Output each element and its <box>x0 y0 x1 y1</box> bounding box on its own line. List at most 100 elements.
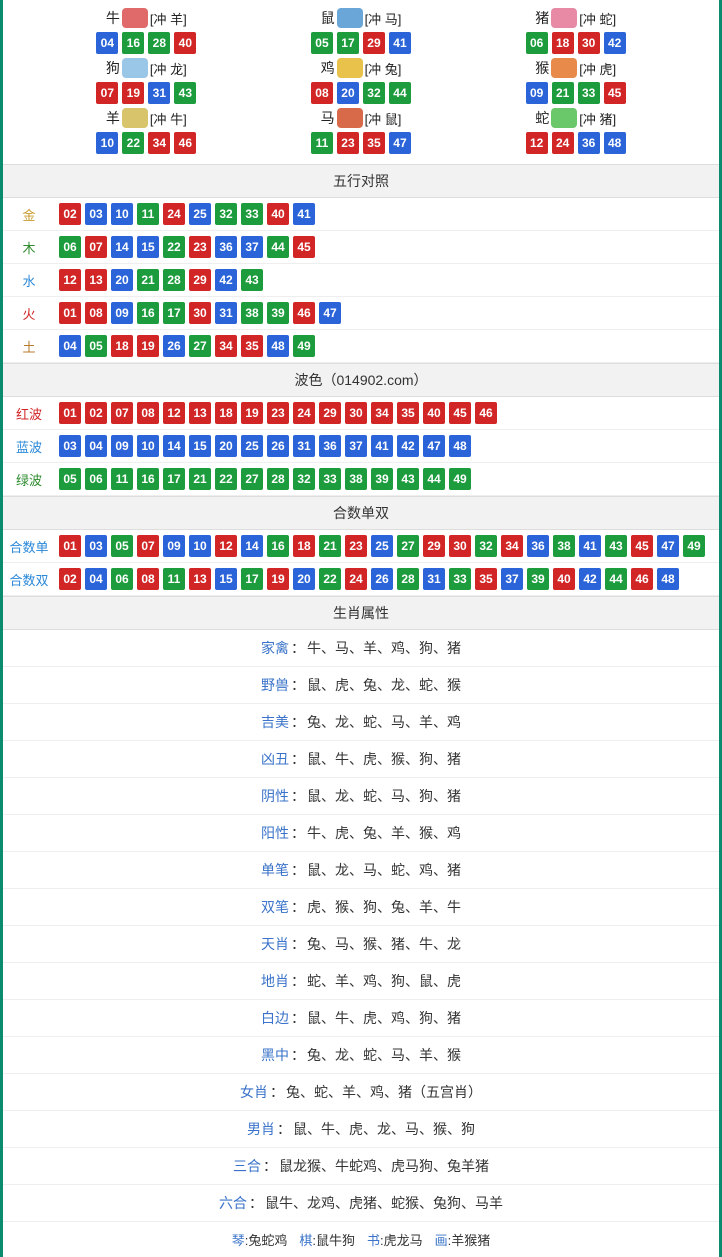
number-ball: 10 <box>189 535 211 557</box>
number-ball: 12 <box>163 402 185 424</box>
number-ball: 16 <box>122 32 144 54</box>
attr-row: 三合：鼠龙猴、牛蛇鸡、虎马狗、兔羊猪 <box>3 1148 719 1185</box>
number-ball: 44 <box>423 468 445 490</box>
number-ball: 47 <box>319 302 341 324</box>
number-ball: 41 <box>293 203 315 225</box>
number-ball: 21 <box>319 535 341 557</box>
number-ball: 37 <box>241 236 263 258</box>
number-ball: 33 <box>241 203 263 225</box>
number-ball: 37 <box>501 568 523 590</box>
number-ball: 44 <box>267 236 289 258</box>
zodiac-cell: 牛[冲 羊]04162840 <box>43 8 250 54</box>
number-ball: 29 <box>319 402 341 424</box>
number-ball: 35 <box>363 132 385 154</box>
number-ball: 01 <box>59 402 81 424</box>
zodiac-cell: 狗[冲 龙]07193143 <box>43 58 250 104</box>
number-ball: 18 <box>293 535 315 557</box>
attr-key: 凶丑 <box>261 751 289 767</box>
number-ball: 22 <box>163 236 185 258</box>
attr-val: 鼠龙猴、牛蛇鸡、虎马狗、兔羊猪 <box>279 1158 489 1174</box>
zodiac-chong: [冲 蛇] <box>579 9 616 28</box>
bottom-row: 琴:兔蛇鸡棋:鼠牛狗书:虎龙马画:羊猴猪 <box>3 1222 719 1257</box>
row-label: 木 <box>3 238 55 257</box>
number-ball: 28 <box>267 468 289 490</box>
zodiac-cell: 鸡[冲 兔]08203244 <box>258 58 465 104</box>
number-ball: 24 <box>345 568 367 590</box>
data-row: 水1213202128294243 <box>3 264 719 297</box>
number-ball: 34 <box>215 335 237 357</box>
zodiac-chong: [冲 牛] <box>150 109 187 128</box>
zodiac-chong: [冲 鼠] <box>365 109 402 128</box>
row-balls: 03040910141520252631363741424748 <box>55 435 471 457</box>
number-ball: 49 <box>683 535 705 557</box>
bottom-item: 画:羊猴猪 <box>435 1233 491 1248</box>
number-ball: 11 <box>137 203 159 225</box>
zodiac-cell: 蛇[冲 猪]12243648 <box>472 108 679 154</box>
number-ball: 48 <box>449 435 471 457</box>
zodiac-name: 鼠 <box>321 8 335 28</box>
attr-val: 兔、马、猴、猪、牛、龙 <box>307 936 461 952</box>
bottom-val: 羊猴猪 <box>451 1233 490 1248</box>
attr-row: 天肖：兔、马、猴、猪、牛、龙 <box>3 926 719 963</box>
number-ball: 33 <box>578 82 600 104</box>
bottom-key: 书 <box>367 1233 380 1248</box>
zodiac-balls: 11233547 <box>258 132 465 154</box>
zodiac-chong: [冲 龙] <box>150 59 187 78</box>
number-ball: 20 <box>111 269 133 291</box>
number-ball: 43 <box>397 468 419 490</box>
zodiac-chong: [冲 羊] <box>150 9 187 28</box>
attr-key: 男肖 <box>247 1121 275 1137</box>
number-ball: 35 <box>475 568 497 590</box>
attr-row: 白边：鼠、牛、虎、鸡、狗、猪 <box>3 1000 719 1037</box>
colon: ： <box>291 825 305 841</box>
number-ball: 34 <box>501 535 523 557</box>
zodiac-icon <box>551 8 577 28</box>
number-ball: 35 <box>241 335 263 357</box>
attr-val: 兔、龙、蛇、马、羊、猴 <box>307 1047 461 1063</box>
number-ball: 16 <box>137 468 159 490</box>
number-ball: 10 <box>111 203 133 225</box>
number-ball: 08 <box>85 302 107 324</box>
attr-val: 蛇、羊、鸡、狗、鼠、虎 <box>307 973 461 989</box>
number-ball: 20 <box>215 435 237 457</box>
data-row: 合数单0103050709101214161821232527293032343… <box>3 530 719 563</box>
zodiac-icon <box>551 108 577 128</box>
number-ball: 46 <box>475 402 497 424</box>
attr-key: 双笔 <box>261 899 289 915</box>
number-ball: 25 <box>241 435 263 457</box>
data-row: 木06071415222336374445 <box>3 231 719 264</box>
number-ball: 49 <box>293 335 315 357</box>
number-ball: 44 <box>605 568 627 590</box>
zodiac-icon <box>122 108 148 128</box>
zodiac-title: 马[冲 鼠] <box>258 108 465 128</box>
attr-row: 双笔：虎、猴、狗、兔、羊、牛 <box>3 889 719 926</box>
number-ball: 40 <box>267 203 289 225</box>
number-ball: 17 <box>163 468 185 490</box>
number-ball: 20 <box>337 82 359 104</box>
colon: ： <box>291 640 305 656</box>
zodiac-balls: 05172941 <box>258 32 465 54</box>
zodiac-title: 羊[冲 牛] <box>43 108 250 128</box>
number-ball: 09 <box>111 435 133 457</box>
number-ball: 01 <box>59 535 81 557</box>
attr-val: 兔、蛇、羊、鸡、猪（五宫肖） <box>286 1084 482 1100</box>
zodiac-chong: [冲 马] <box>365 9 402 28</box>
number-ball: 07 <box>111 402 133 424</box>
bottom-val: 兔蛇鸡 <box>248 1233 287 1248</box>
number-ball: 06 <box>85 468 107 490</box>
number-ball: 06 <box>111 568 133 590</box>
zodiac-title: 蛇[冲 猪] <box>472 108 679 128</box>
number-ball: 06 <box>59 236 81 258</box>
attr-val: 鼠、牛、虎、猴、狗、猪 <box>307 751 461 767</box>
number-ball: 03 <box>59 435 81 457</box>
number-ball: 36 <box>319 435 341 457</box>
number-ball: 19 <box>122 82 144 104</box>
number-ball: 08 <box>137 568 159 590</box>
attr-val: 牛、马、羊、鸡、狗、猪 <box>307 640 461 656</box>
number-ball: 07 <box>137 535 159 557</box>
attr-row: 男肖：鼠、牛、虎、龙、马、猴、狗 <box>3 1111 719 1148</box>
number-ball: 47 <box>423 435 445 457</box>
zodiac-icon <box>337 108 363 128</box>
row-label: 火 <box>3 304 55 323</box>
row-label: 合数双 <box>3 570 55 589</box>
